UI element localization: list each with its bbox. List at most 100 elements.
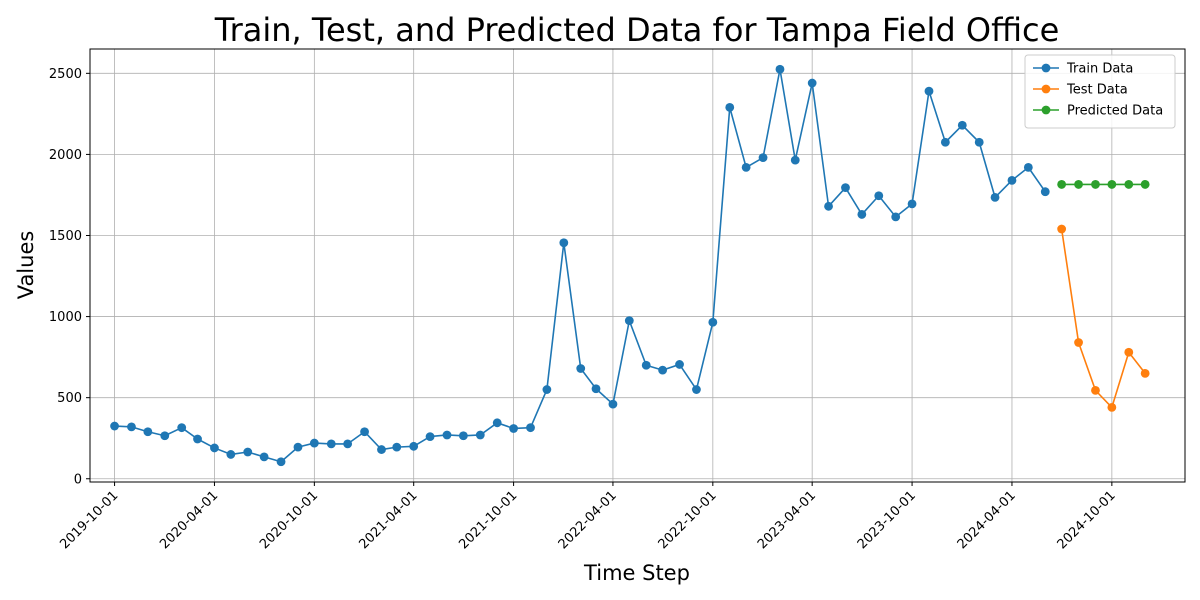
y-tick-label: 2000 (49, 148, 82, 163)
data-point (692, 385, 701, 394)
data-point (1074, 338, 1083, 347)
x-tick-label: 2020-10-01 (257, 488, 321, 552)
data-point (841, 183, 850, 193)
data-point (509, 424, 518, 433)
data-point (143, 427, 153, 437)
legend-entry-label: Predicted Data (1067, 104, 1163, 119)
data-point (824, 201, 833, 211)
data-point (1140, 180, 1150, 189)
data-point (160, 431, 170, 441)
data-point (790, 155, 800, 165)
series-2 (1057, 224, 1150, 412)
data-point (127, 422, 136, 432)
series-line (114, 68, 1046, 463)
x-tick-label: 2019-10-01 (57, 488, 121, 552)
legend-swatch-marker (1041, 84, 1051, 94)
legend: Train Data Test Data Predicted Data (1024, 54, 1176, 129)
data-point (259, 452, 269, 462)
data-point (193, 434, 202, 444)
data-point (1057, 180, 1067, 189)
data-point (576, 364, 586, 373)
data-point (874, 191, 884, 201)
data-point (293, 442, 303, 452)
x-tick-label: 2024-04-01 (955, 488, 1019, 552)
legend-swatch-marker (1041, 63, 1051, 73)
data-point (624, 316, 634, 326)
data-point (891, 212, 901, 222)
series-1 (110, 64, 1050, 467)
y-tick-label: 1500 (49, 229, 82, 244)
data-point (559, 238, 569, 248)
x-tick-label: 2023-10-01 (855, 488, 919, 552)
data-point (343, 439, 353, 449)
series-3 (1057, 180, 1150, 189)
data-point (957, 120, 967, 130)
data-point (1091, 180, 1100, 189)
data-point (1107, 180, 1117, 189)
data-point (475, 430, 485, 440)
data-point (974, 137, 984, 147)
data-point (442, 430, 452, 440)
data-point (360, 427, 369, 437)
x-tick-label: 2023-04-01 (755, 488, 819, 552)
y-tick-label: 1000 (49, 310, 82, 325)
series-layer (110, 64, 1150, 467)
plot-frame (89, 48, 1186, 483)
data-point (458, 431, 468, 441)
data-point (542, 385, 552, 394)
x-tick-label: 2021-10-01 (456, 488, 520, 552)
data-point (924, 86, 934, 96)
data-point (243, 447, 253, 457)
series-line (1060, 228, 1146, 409)
legend-swatch-marker (1041, 105, 1051, 115)
data-point (990, 192, 1000, 202)
data-point (1040, 187, 1050, 197)
data-point (110, 421, 119, 431)
data-point (425, 432, 435, 441)
x-tick-label: 2022-10-01 (656, 488, 720, 552)
data-point (807, 78, 817, 88)
data-point (276, 457, 286, 467)
y-tick-label: 500 (57, 391, 82, 406)
data-point (1074, 180, 1083, 189)
data-point (377, 445, 386, 454)
data-point (1124, 347, 1134, 357)
data-point (1007, 175, 1017, 185)
y-axis-label: Values (14, 231, 38, 300)
x-tick-label: 2020-04-01 (157, 488, 221, 552)
data-point (492, 418, 502, 428)
data-point (309, 438, 319, 448)
data-point (608, 399, 618, 409)
data-point (326, 439, 336, 449)
data-point (708, 317, 718, 327)
data-point (392, 442, 402, 452)
x-axis-label: Time Step (583, 561, 690, 585)
y-tick-label: 0 (74, 472, 82, 487)
data-point (857, 210, 867, 219)
data-point (775, 64, 785, 74)
x-tick-label: 2022-04-01 (556, 488, 620, 552)
data-point (409, 441, 419, 451)
data-point (591, 384, 601, 394)
data-point (1107, 403, 1117, 412)
chart-title: Train, Test, and Predicted Data for Tamp… (214, 11, 1060, 49)
data-point (741, 162, 751, 172)
data-point (526, 423, 535, 433)
data-point (758, 153, 768, 163)
data-point (1057, 224, 1067, 234)
x-tick-label: 2024-10-01 (1055, 488, 1119, 552)
axis-ticks: 0 500 1000 1500 2000 2500 2019-10-01 2020-04-01… (49, 67, 1119, 552)
data-point (641, 360, 651, 370)
data-point (725, 102, 735, 112)
data-point (940, 137, 950, 147)
data-point (177, 423, 187, 433)
legend-box (1024, 54, 1176, 129)
data-point (226, 450, 236, 459)
data-point (1124, 180, 1134, 189)
data-point (210, 443, 219, 453)
legend-entry-label: Train Data (1066, 62, 1133, 77)
data-point (1023, 162, 1033, 172)
data-point (658, 365, 668, 375)
